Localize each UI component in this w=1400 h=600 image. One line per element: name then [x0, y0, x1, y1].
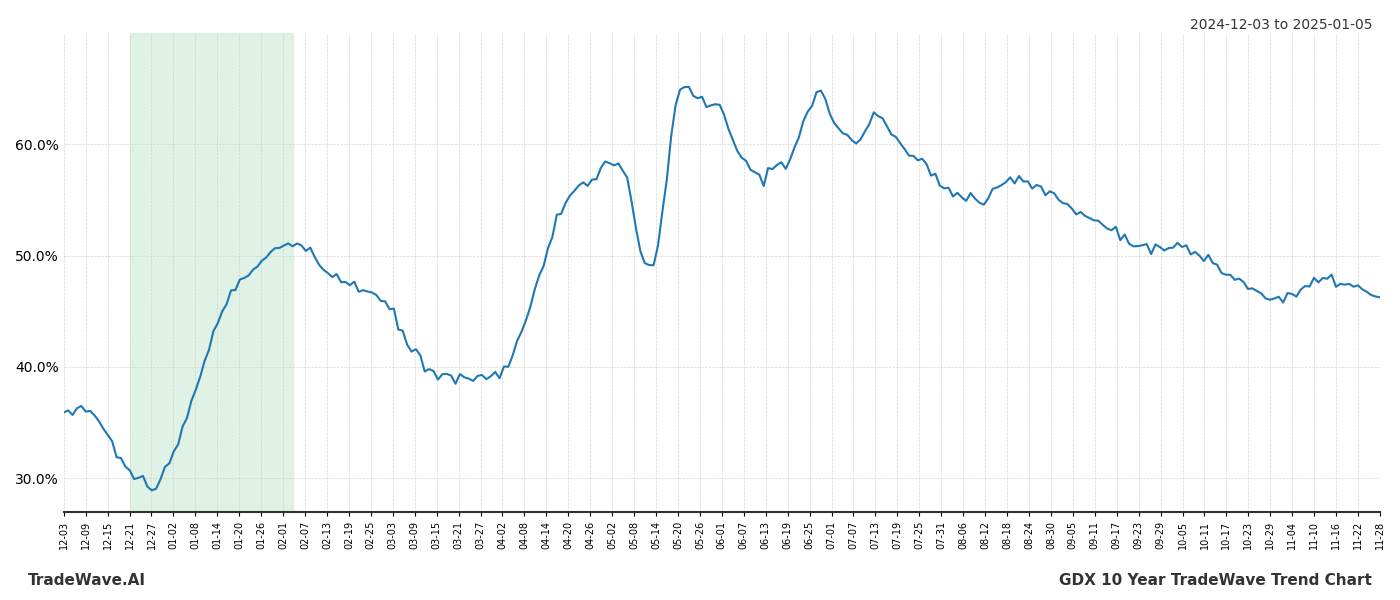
Text: TradeWave.AI: TradeWave.AI [28, 573, 146, 588]
Text: GDX 10 Year TradeWave Trend Chart: GDX 10 Year TradeWave Trend Chart [1060, 573, 1372, 588]
Text: 2024-12-03 to 2025-01-05: 2024-12-03 to 2025-01-05 [1190, 18, 1372, 32]
Bar [130, 33, 293, 512]
